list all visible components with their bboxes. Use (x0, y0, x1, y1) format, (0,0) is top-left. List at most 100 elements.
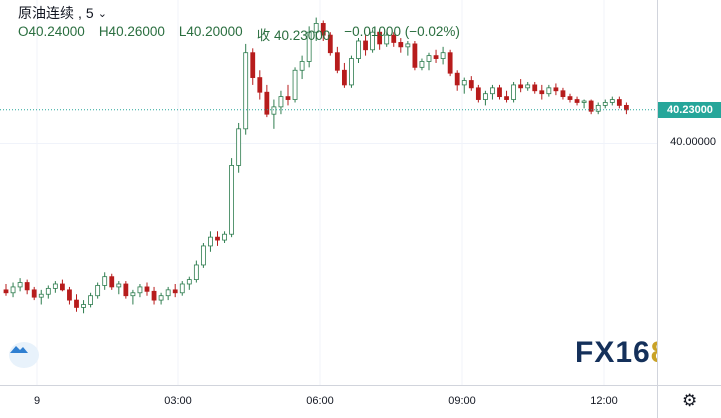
candle-body (137, 286, 143, 294)
candle (45, 285, 51, 299)
chevron-down-icon[interactable]: ⌄ (97, 7, 107, 20)
candle-body (370, 31, 376, 51)
candle-body (539, 90, 545, 95)
candle (257, 70, 263, 100)
candle-body (609, 99, 615, 103)
candle (208, 231, 213, 252)
candle (67, 286, 72, 305)
candle (116, 281, 122, 295)
time-axis[interactable]: 9 03:00 06:00 09:00 12:00 (0, 385, 657, 418)
candle (581, 99, 587, 109)
candle (285, 84, 291, 106)
symbol-name[interactable]: 原油连续 (18, 5, 74, 21)
candle (426, 52, 432, 71)
chart-plot-area[interactable]: 原油连续, 5 ⌄ O40.24000 H40.26000 L40.20000 … (0, 0, 657, 385)
candle (243, 43, 249, 135)
candle-body (581, 100, 587, 103)
candle (88, 292, 93, 308)
high-value: H40.26000 (98, 24, 165, 39)
candlestick-chart[interactable] (0, 0, 657, 385)
candle-body (116, 283, 122, 288)
cloud-icon-glyph (10, 346, 28, 353)
candle-body (109, 276, 115, 288)
candle-body (525, 84, 531, 89)
candle-body (158, 295, 164, 301)
candle (370, 29, 376, 53)
candle (553, 83, 559, 96)
gear-icon[interactable]: ⚙ (682, 391, 698, 410)
candle (109, 273, 115, 290)
candle (447, 49, 453, 77)
price-axis[interactable]: 40.23000 40.00000 (657, 0, 721, 385)
candle-body (250, 52, 256, 78)
candle (52, 281, 58, 293)
candle (511, 81, 517, 103)
open-value: O40.24000 (18, 24, 85, 39)
candle (165, 286, 171, 301)
candle-body (377, 31, 383, 45)
candle (490, 84, 495, 100)
candle-body (405, 43, 411, 48)
candle-body (616, 99, 622, 106)
candle (130, 289, 136, 305)
candle-body (24, 282, 30, 291)
ohlc-legend: O40.24000 H40.26000 L40.20000 收 40.23000… (18, 24, 460, 44)
candle (624, 102, 629, 115)
candle (158, 292, 164, 305)
candle-body (624, 104, 629, 111)
candle-body (257, 77, 263, 93)
candle-body (602, 102, 608, 106)
candle (560, 87, 566, 100)
candle (518, 79, 524, 93)
candle-body (313, 23, 319, 33)
candle (546, 84, 552, 97)
candle-body (10, 286, 16, 294)
candle-body (391, 34, 397, 43)
candle (278, 90, 284, 115)
candle-body (440, 52, 446, 59)
candle-body (95, 285, 101, 297)
candle (461, 77, 467, 94)
candle (616, 96, 622, 109)
candle (468, 76, 474, 91)
candle-body (426, 55, 432, 62)
candle-body (52, 283, 58, 289)
candle-body (363, 40, 368, 51)
candle-body (31, 289, 37, 298)
candle (215, 231, 220, 246)
candle-body (278, 96, 284, 108)
candle-body (102, 276, 108, 286)
candle (320, 20, 326, 41)
candle-body (38, 293, 44, 298)
interval-value[interactable]: 5 (85, 5, 94, 21)
settings-corner[interactable]: ⚙ (657, 385, 721, 418)
logo-text: FX16 (575, 336, 651, 369)
candle-body (200, 245, 206, 266)
candle-body (320, 23, 326, 36)
cloud-icon[interactable] (9, 342, 39, 368)
candle (137, 283, 143, 298)
candle (356, 38, 361, 63)
candle-body (222, 233, 227, 241)
candle (144, 282, 150, 296)
candle-body (454, 72, 460, 86)
candle (10, 282, 16, 298)
time-label: 06:00 (306, 395, 334, 407)
candle-body (229, 165, 235, 235)
candle-body (482, 93, 488, 100)
candle-body (532, 84, 538, 92)
candle-body (299, 61, 305, 71)
candle (327, 32, 333, 56)
candle-body (567, 96, 573, 100)
candle (31, 286, 37, 301)
candle (433, 49, 439, 63)
candle (391, 32, 397, 47)
candle-body (511, 84, 517, 100)
candle (264, 84, 270, 118)
candle (525, 81, 531, 91)
candle-body (165, 289, 171, 297)
symbol-legend[interactable]: 原油连续, 5 ⌄ (18, 3, 107, 23)
candle (74, 294, 79, 312)
candle-body (518, 84, 524, 89)
candle (193, 260, 199, 283)
